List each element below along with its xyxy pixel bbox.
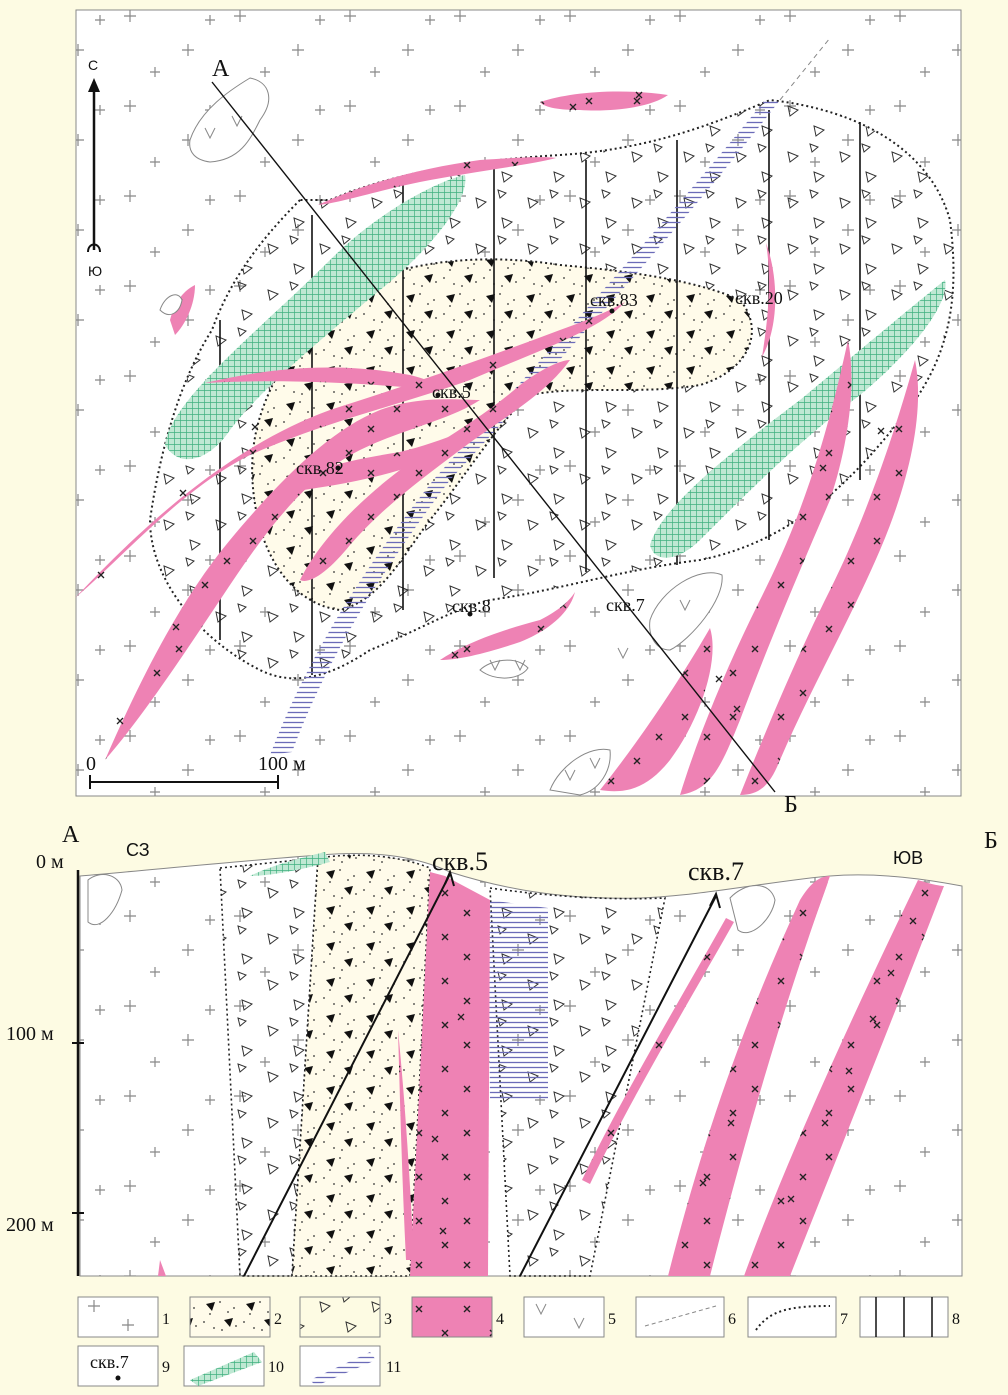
section-end: Б [984,828,998,854]
map-panel: А Б С Ю 0 100 м скв.83 скв.20 скв.5 скв.… [75,9,962,818]
section-line [211,81,776,793]
fault-line [779,37,831,101]
legend-item-profiles: 8 [859,1296,960,1338]
section-well-5-label: скв.5 [432,847,488,876]
well-label-8: скв.8 [452,596,491,616]
svg-text:2: 2 [274,1311,282,1328]
green-zone-west [165,175,466,460]
svg-text:10: 10 [268,1359,284,1376]
svg-text:1: 1 [162,1311,170,1328]
legend-item-breccia: 3 [299,1296,392,1338]
svg-text:5: 5 [608,1311,616,1328]
section-volcanic-west [87,874,123,926]
well-8-point [467,611,473,617]
section-se-label: ЮВ [893,848,923,868]
section-dikes [158,872,944,1276]
legend-well-sample: скв.7 [90,1352,129,1372]
svg-text:8: 8 [952,1311,960,1328]
svg-text:3: 3 [384,1311,392,1328]
depth-0-label: 0 м [36,851,64,873]
well-label-83: скв.83 [590,290,638,310]
section-breccia-west [219,857,319,1277]
section-green-zone [250,852,330,876]
section-wells [243,868,721,1277]
section-dense-breccia [291,854,431,1277]
section-end-label: Б [784,792,798,818]
scale-zero: 0 [86,753,96,775]
legend-item-green-zone: 10 [183,1345,284,1387]
well-83-point [609,308,615,314]
svg-text:6: 6 [728,1311,736,1328]
well-label-7: скв.7 [606,595,645,615]
section-blue-zone [488,900,548,1100]
north-label: С [88,57,98,73]
section-start-label: А [212,56,230,82]
well-label-20: скв.20 [735,288,783,308]
well-82-point [335,465,341,471]
legend-item-volcanic: 5 [523,1296,616,1338]
well-5-point [435,392,441,398]
legend-item-granite: 1 [77,1296,170,1338]
depth-200-label: 200 м [6,1214,54,1236]
section-x-marks [431,917,917,1235]
map-wells: скв.83 скв.20 скв.5 скв.82 скв.8 скв.7 [296,288,783,617]
dikes [75,91,919,795]
svg-text:11: 11 [386,1359,401,1376]
svg-text:7: 7 [840,1311,848,1328]
legend-item-dike: 4 [411,1296,504,1338]
section-volcanic-east [729,885,776,934]
legend-item-blue-zone: 11 [299,1345,401,1387]
depth-100-label: 100 м [6,1023,54,1045]
legend: 1 2 3 4 5 6 7 [77,1296,960,1387]
svg-text:9: 9 [162,1359,170,1376]
north-arrow: С Ю [87,57,102,279]
section-well-7-label: скв.7 [688,857,744,886]
volcanic-v-marks [204,115,691,782]
depth-axis: 0 м 100 м 200 м [6,851,84,1276]
south-label: Ю [88,263,102,279]
legend-item-contour: 7 [747,1296,848,1338]
section-panel: скв.5 скв.7 0 м 100 м 200 м А Б СЗ ЮВ [6,822,998,1277]
scale-length: 100 м [258,753,306,775]
section-nw-label: СЗ [126,840,150,860]
scale-bar: 0 100 м [86,753,306,789]
green-zone-east [650,280,946,558]
svg-text:4: 4 [496,1311,504,1328]
dike-x-marks [97,91,885,725]
legend-item-well: скв.7 9 [77,1345,170,1387]
legend-item-dense-breccia: 2 [189,1296,282,1338]
legend-item-fault: 6 [635,1296,736,1338]
well-label-5: скв.5 [432,382,471,402]
dense-breccia-body [251,258,753,612]
volcanic-patches [159,77,723,796]
well-label-82: скв.82 [296,458,344,478]
section-start: А [62,822,80,848]
